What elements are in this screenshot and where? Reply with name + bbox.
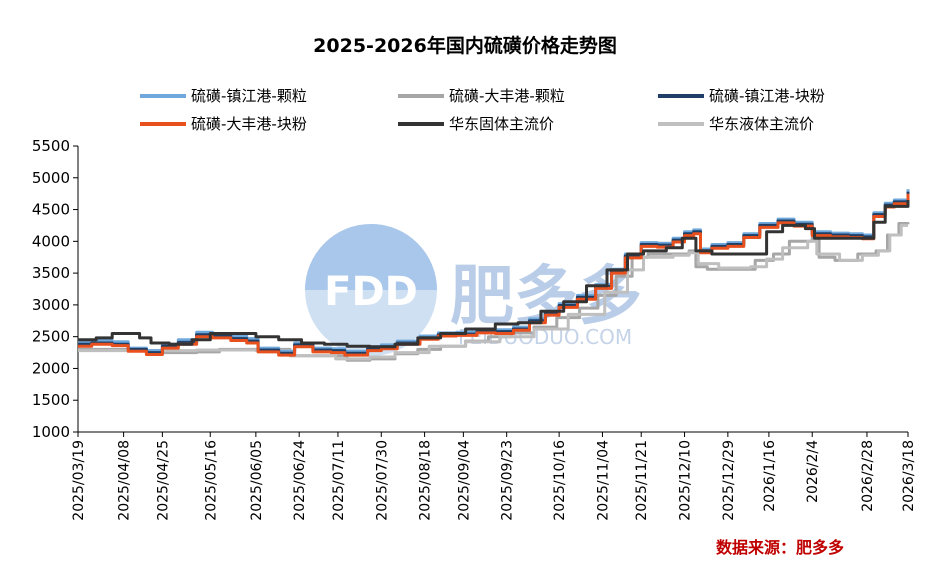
watermark: FDD 肥多多 FEIDUODUO.COM (305, 224, 642, 356)
data-source: 数据来源：肥多多 (716, 538, 844, 557)
y-tick-label: 2000 (32, 359, 70, 377)
y-tick-label: 4500 (32, 201, 70, 219)
legend-label: 华东液体主流价 (709, 115, 814, 133)
y-tick-label: 1000 (32, 423, 70, 441)
legend-label: 华东固体主流价 (449, 115, 554, 133)
x-tick-label: 2025/11/21 (634, 440, 650, 521)
chart-series (78, 189, 910, 362)
x-tick-label: 2025/08/18 (418, 440, 434, 521)
legend-label: 硫磺-大丰港-颗粒 (449, 87, 565, 105)
x-tick-label: 2026/3/18 (901, 440, 917, 512)
x-tick-label: 2025/12/10 (678, 440, 694, 521)
x-tick-label: 2026/1/16 (762, 440, 778, 512)
x-tick-label: 2025/06/05 (249, 440, 265, 521)
x-tick-label: 2025/11/04 (595, 440, 611, 521)
x-tick-label: 2025/09/23 (500, 440, 516, 521)
x-tick-label: 2025/10/16 (552, 440, 568, 521)
series-line (78, 222, 910, 362)
y-tick-label: 3500 (32, 264, 70, 282)
x-tick-label: 2025/04/25 (155, 440, 171, 521)
legend-label: 硫磺-镇江港-块粉 (709, 87, 825, 105)
y-tick-label: 5000 (32, 169, 70, 187)
fdd-logo-icon: FDD (305, 224, 437, 356)
x-tick-label: 2025/03/19 (71, 440, 87, 521)
x-tick-label: 2025/04/08 (117, 440, 133, 521)
watermark-logo-text: FDD (324, 269, 418, 315)
legend-label: 硫磺-镇江港-颗粒 (191, 87, 307, 105)
x-tick-label: 2025/05/16 (203, 440, 219, 521)
x-tick-label: 2026/2/28 (860, 440, 876, 512)
chart-title: 2025-2026年国内硫磺价格走势图 (313, 34, 617, 57)
x-tick-label: 2025/12/29 (721, 440, 737, 521)
y-tick-label: 3000 (32, 296, 70, 314)
series-line (78, 223, 908, 361)
y-tick-label: 1500 (32, 391, 70, 409)
x-tick-label: 2025/07/11 (331, 440, 347, 521)
series-line (78, 200, 910, 349)
x-tick-label: 2025/07/30 (374, 440, 390, 521)
y-tick-label: 5500 (32, 137, 70, 155)
y-tick-label: 4000 (32, 232, 70, 250)
x-tick-label: 2026/2/4 (805, 440, 821, 503)
legend-label: 硫磺-大丰港-块粉 (191, 115, 307, 133)
chart-axes: 1000 1500 2000 2500 3000 3500 4000 4500 5000 5500… (32, 137, 917, 521)
x-tick-label: 2025/09/04 (456, 440, 472, 521)
x-tick-label: 2025/06/24 (292, 440, 308, 521)
y-tick-label: 2500 (32, 328, 70, 346)
